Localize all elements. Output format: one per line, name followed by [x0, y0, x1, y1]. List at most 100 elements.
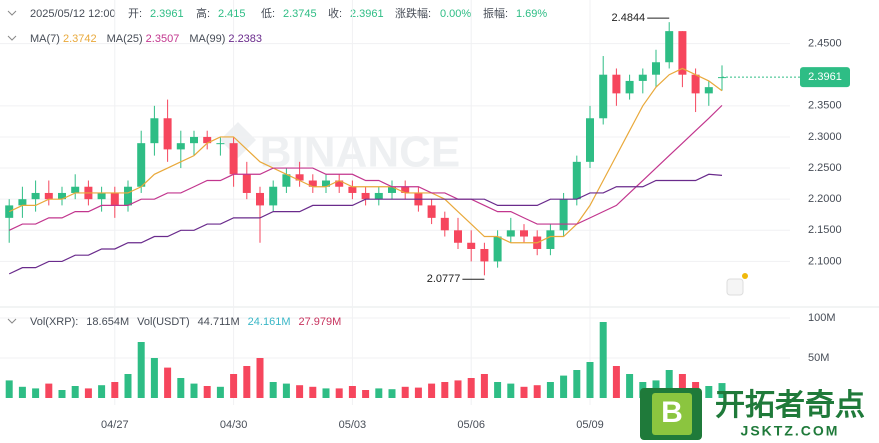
volume-legend: Vol(USDT) [137, 316, 190, 328]
candle-body [361, 192, 370, 200]
notes-icon[interactable] [726, 278, 744, 296]
y-tick-label: 2.3000 [808, 131, 842, 143]
candle-body [546, 230, 555, 249]
x-tick-label: 04/30 [220, 419, 248, 431]
candle-body [242, 174, 251, 193]
header-label: 开: [128, 8, 142, 20]
candle-body [467, 242, 476, 249]
candle-body [176, 143, 185, 150]
y-tick-label: 2.4500 [808, 37, 842, 49]
candle-body [97, 192, 106, 200]
candle-body [638, 74, 647, 81]
x-tick-label: 04/27 [101, 419, 129, 431]
candle-body [665, 31, 674, 63]
candle-body [295, 174, 304, 181]
header-label: 振幅: [483, 6, 508, 20]
volume-legend: 44.711M [198, 316, 240, 328]
logo-site: JSKTZ.COM [741, 423, 840, 439]
price-tag [800, 67, 850, 88]
header-label: 收: [328, 6, 342, 20]
candle-body [348, 186, 357, 193]
header-label: 低: [261, 7, 275, 20]
candle-body [71, 186, 80, 193]
high-annotation: 2.4844 [612, 12, 646, 24]
legend-value: 2.2383 [228, 33, 262, 45]
header-value: 2.3745 [283, 8, 317, 20]
candle-body [216, 143, 225, 145]
candle-body [625, 80, 634, 94]
candle-body [493, 236, 502, 262]
collapse-icon [7, 35, 17, 41]
candle-body [506, 230, 515, 237]
collapse-icon [7, 318, 17, 324]
y-tick-label: 2.1500 [808, 224, 842, 236]
price-tag-label: 2.3961 [808, 71, 842, 83]
y-tick-label: 2.1000 [808, 255, 842, 267]
candle-body [427, 205, 436, 218]
candle-body [322, 180, 330, 187]
volume-legend: 18.654M [86, 316, 129, 328]
volume-legend: 27.979M [298, 316, 341, 328]
candle-body [282, 174, 291, 187]
candle-body [678, 31, 687, 75]
candle-body [31, 192, 40, 200]
header-value: 2.3961 [350, 8, 384, 20]
y-tick-label: 2.2500 [808, 162, 842, 174]
candle-body [18, 199, 27, 206]
volume-legend: Vol(XRP): [30, 316, 78, 328]
legend-value: 2.3742 [63, 33, 97, 45]
x-tick-label: 05/09 [576, 419, 604, 431]
candle-body [269, 186, 278, 206]
candle-body [599, 74, 608, 119]
candle-body [401, 186, 410, 193]
candle-body [335, 180, 344, 187]
candle-body [150, 118, 159, 144]
candle-body [388, 186, 396, 193]
logo: B 开拓者奇点 JSKTZ.COM [640, 388, 865, 440]
candle-body [190, 136, 198, 144]
candle-body [110, 192, 119, 206]
candle-body [559, 199, 568, 231]
collapse-icon [7, 10, 17, 16]
low-annotation: 2.0777 [427, 273, 461, 285]
logo-inner [652, 393, 692, 435]
candle-body [652, 62, 660, 75]
candle-body [480, 248, 489, 262]
candle-body [704, 87, 713, 94]
ma-line [8, 67, 723, 244]
candle-body [203, 136, 212, 144]
header-value: 0.00% [440, 8, 471, 20]
candle-body [229, 143, 238, 175]
candle-body [520, 230, 528, 237]
candle-body [454, 230, 462, 243]
y-tick-label: 2.2000 [808, 193, 842, 205]
candle-body [44, 192, 53, 200]
watermark: BINANCE [260, 128, 460, 177]
x-tick-label: 05/03 [339, 419, 367, 431]
candle-body [163, 118, 172, 150]
candle-body [58, 192, 66, 200]
candle-body [308, 180, 317, 187]
candle-body [586, 118, 594, 162]
header-label: 高: [196, 6, 210, 20]
legend-label: MA(99) [189, 33, 225, 45]
legend-value: 2.3507 [146, 33, 180, 45]
volume-legend: 24.161M [248, 316, 291, 328]
x-tick-label: 05/06 [457, 419, 485, 431]
candle-body [612, 74, 621, 94]
header-value: 2.3961 [150, 8, 184, 20]
legend-label: MA(7) [30, 33, 60, 45]
candle-body [124, 186, 132, 206]
candle-body [572, 161, 581, 200]
ma-line [8, 104, 723, 231]
y-tick-label: 2.3500 [808, 100, 842, 112]
header-value: 2.415 [218, 8, 246, 20]
notes-dot [742, 273, 748, 279]
y-tick-label: 50M [808, 352, 829, 364]
candle-body [256, 192, 264, 206]
header-time: 2025/05/12 12:00 [30, 8, 116, 20]
header-label: 涨跌幅: [395, 6, 431, 20]
legend-label: MA(25) [107, 33, 143, 45]
candle-body [374, 192, 383, 200]
